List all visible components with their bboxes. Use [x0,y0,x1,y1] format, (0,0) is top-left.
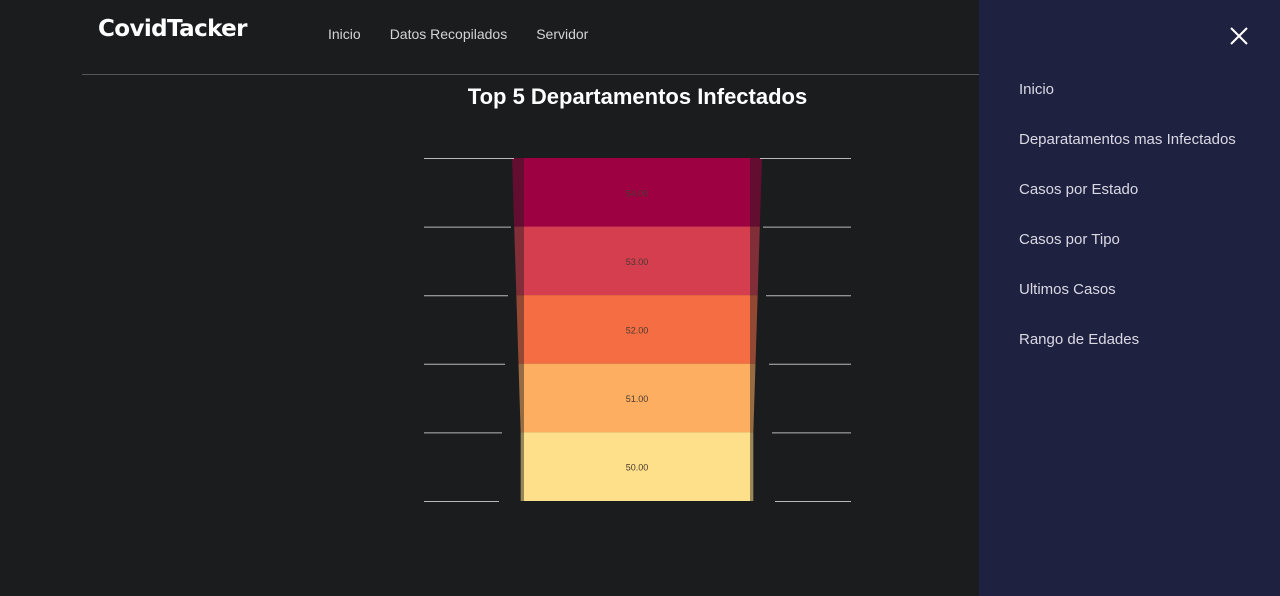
header-divider [82,74,979,75]
funnel-value-label: 53.00 [626,257,649,267]
nav-link-datos-recopilados[interactable]: Datos Recopilados [389,26,508,42]
nav-link-inicio[interactable]: Inicio [328,26,361,42]
brand-logo[interactable]: CovidTacker [98,16,248,42]
funnel-chart: 54.00 53.00 52.00 51.00 50.00 [424,158,851,502]
funnel-segment[interactable] [524,226,750,296]
funnel-value-label: 51.00 [626,394,649,404]
funnel-segment[interactable] [524,363,750,433]
side-menu-item-ultimos-casos[interactable]: Ultimos Casos [1019,281,1116,298]
funnel-segment[interactable] [524,432,750,501]
side-menu-item-departamentos-infectados[interactable]: Deparatamentos mas Infectados [1019,131,1236,148]
side-menu-item-casos-tipo[interactable]: Casos por Tipo [1019,231,1120,248]
funnel-value-label: 50.00 [626,463,649,473]
close-icon[interactable] [1227,24,1251,48]
nav-link-servidor[interactable]: Servidor [536,26,589,42]
funnel-segment[interactable] [524,295,750,364]
side-menu-item-rango-edades[interactable]: Rango de Edades [1019,331,1140,348]
chart-title: Top 5 Departamentos Infectados [467,84,808,109]
side-menu-item-casos-estado[interactable]: Casos por Estado [1019,181,1139,198]
side-menu-item-inicio[interactable]: Inicio [1019,81,1055,98]
top-nav: Inicio Datos Recopilados Servidor [328,26,588,42]
funnel-value-label: 52.00 [626,326,649,336]
funnel-value-label: 54.00 [626,188,649,198]
funnel-segment[interactable] [524,158,750,227]
side-menu: Inicio Deparatamentos mas Infectados Cas… [979,0,1280,596]
side-menu-list: Inicio Deparatamentos mas Infectados Cas… [1019,81,1236,381]
